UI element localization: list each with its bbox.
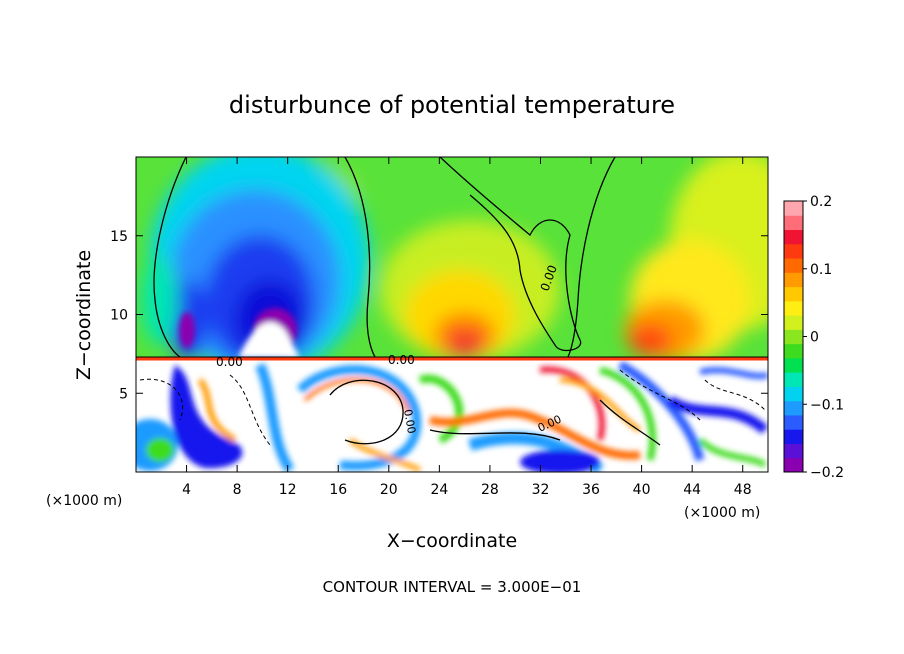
colorbar-tick-label: −0.2	[810, 465, 844, 481]
colorbar-swatch	[784, 400, 803, 416]
colorbar-swatch	[784, 258, 803, 273]
colorbar-swatch	[784, 329, 803, 345]
x-tick-label: 44	[683, 482, 701, 498]
contour-label: 0.00	[388, 353, 415, 367]
colorbar-swatch	[784, 386, 803, 402]
colorbar-tick-label: 0.1	[810, 262, 832, 278]
colorbar-tick-label: 0	[810, 330, 819, 346]
y-tick-label: 15	[110, 229, 128, 245]
colorbar-swatch	[784, 315, 803, 330]
y-axis-label: Z−coordinate	[73, 250, 95, 380]
x-tick-label: 40	[633, 482, 651, 498]
y-tick-label: 5	[119, 386, 128, 402]
colorbar-swatch	[784, 372, 803, 387]
colorbar-swatch	[784, 443, 803, 459]
x-tick-label: 24	[430, 482, 448, 498]
y-tick-label: 10	[110, 308, 128, 324]
colorbar-tick-label: −0.1	[810, 397, 844, 413]
chart-title: disturbunce of potential temperature	[229, 91, 675, 119]
x-unit-left: (×1000 m)	[46, 493, 122, 509]
colorbar-swatch	[784, 357, 803, 373]
x-tick-label: 20	[380, 482, 398, 498]
x-tick-label: 32	[532, 482, 550, 498]
x-tick-label: 8	[233, 482, 242, 498]
colorbar-tick-label: 0.2	[810, 194, 832, 210]
colorbar: 0.2 0.1 0 −0.1 −0.2	[783, 194, 844, 481]
colorbar-swatch	[784, 272, 803, 288]
x-tick-label: 4	[182, 482, 191, 498]
colorbar-swatch	[784, 414, 803, 430]
x-axis-label: X−coordinate	[387, 530, 517, 552]
colorbar-swatch	[784, 215, 803, 231]
x-axis: 4 8 12 16 20 24 28 32 36 40 44 48	[182, 157, 752, 498]
colorbar-swatch	[784, 300, 803, 316]
contour-label: 0.00	[216, 355, 243, 369]
colorbar-swatch	[784, 201, 803, 216]
x-tick-label: 12	[279, 482, 297, 498]
x-tick-label: 28	[481, 482, 499, 498]
colorbar-swatch	[784, 286, 803, 302]
contour-label: 0.00	[401, 408, 418, 434]
heatmap-field	[136, 157, 768, 472]
colorbar-swatch	[784, 243, 803, 259]
x-tick-label: 16	[329, 482, 347, 498]
colorbar-swatch	[784, 457, 803, 473]
contour-interval-note: CONTOUR INTERVAL = 3.000E−01	[323, 578, 582, 596]
y-axis: 5 10 15	[110, 229, 768, 402]
x-tick-label: 48	[734, 482, 752, 498]
colorbar-swatch	[784, 429, 803, 444]
colorbar-swatch	[784, 229, 803, 245]
x-unit-right: (×1000 m)	[684, 505, 760, 521]
x-tick-label: 36	[582, 482, 600, 498]
colorbar-swatch	[784, 343, 803, 359]
